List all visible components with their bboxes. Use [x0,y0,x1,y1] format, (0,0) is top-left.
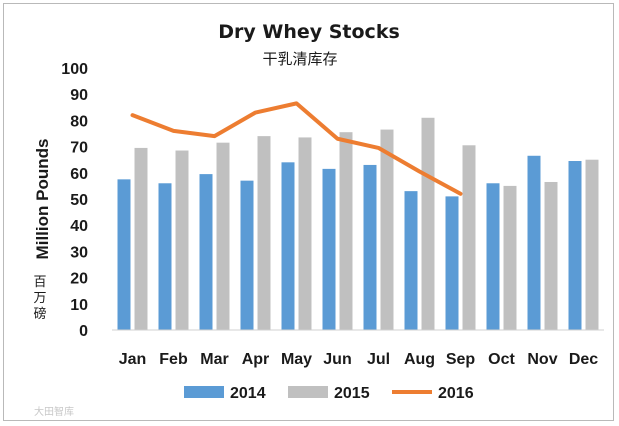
bar-2015-dec [585,159,599,330]
bar-2014-may [281,162,295,330]
legend-label-2016: 2016 [438,385,474,402]
bar-2014-jun [322,168,336,330]
legend-swatch-2015 [288,386,328,398]
y-axis-label-cn-char: 磅 [33,306,46,322]
x-axis-ticks: Jan Feb Mar Apr May Jun Jul Aug Sep Oct Nov Dec [119,351,599,368]
legend-swatch-2014 [184,386,224,398]
y-tick-label: 70 [70,140,88,157]
x-tick-label-apr: Apr [242,351,270,368]
bar-2015-aug [421,117,435,330]
x-tick-label-dec: Dec [569,351,598,368]
bar-2014-jan [117,179,131,330]
x-tick-label-jan: Jan [119,351,147,368]
bar-2015-oct [503,185,517,330]
line-series [130,101,463,196]
x-tick-label-feb: Feb [159,351,188,368]
x-tick-label-aug: Aug [404,351,435,368]
y-axis-label-cn-char: 百 [33,275,46,290]
x-tick-label-nov: Nov [527,351,557,368]
y-axis-ticks: 0 10 20 30 40 50 60 70 80 90 100 [61,61,88,340]
bar-2014-aug [404,191,418,330]
bar-2014-jul [363,164,377,330]
bar-2014-nov [527,155,541,330]
bar-2015-jan [134,147,148,330]
y-tick-label: 40 [70,218,88,235]
y-tick-label: 20 [70,271,88,288]
y-tick-label: 10 [70,297,88,314]
bar-2014-sep [445,196,459,330]
x-tick-label-may: May [281,351,312,368]
y-tick-label: 90 [70,87,88,104]
bar-2014-dec [568,161,582,330]
bar-2015-jul [380,129,394,330]
bar-2015-nov [544,181,558,330]
y-axis-label: Million Pounds [33,139,52,260]
y-tick-label: 80 [70,113,88,130]
bars [117,117,599,330]
bar-2015-sep [462,145,476,330]
legend: 2014 2015 2016 [184,385,474,402]
bar-2014-mar [199,174,213,330]
legend-label-2015: 2015 [334,385,370,402]
chart-frame: Dry Whey Stocks 干乳清库存 Million Pounds 百万磅… [3,3,614,421]
chart: Dry Whey Stocks 干乳清库存 Million Pounds 百万磅… [33,21,604,418]
bar-2015-may [298,137,312,330]
y-tick-label: 50 [70,192,88,209]
x-tick-label-jun: Jun [323,351,351,368]
x-tick-label-mar: Mar [200,351,228,368]
x-tick-label-jul: Jul [367,351,390,368]
bar-2014-apr [240,180,254,330]
bar-2015-jun [339,132,353,330]
watermark: 大田智库 [34,405,74,418]
y-axis-label-cn: 百万磅 [33,275,46,322]
x-tick-label-sep: Sep [446,351,476,368]
bar-2014-oct [486,183,500,330]
line-2016 [130,101,463,196]
bar-2015-apr [257,136,271,330]
legend-item-2016: 2016 [392,385,474,402]
y-tick-label: 0 [79,323,88,340]
chart-title: Dry Whey Stocks [218,21,400,43]
y-tick-label: 100 [61,61,88,78]
y-tick-label: 60 [70,166,88,183]
x-tick-label-oct: Oct [488,351,515,368]
legend-item-2015: 2015 [288,385,370,402]
legend-label-2014: 2014 [230,385,266,402]
bar-2015-mar [216,142,230,330]
y-axis-label-cn-char: 万 [33,291,46,306]
chart-subtitle: 干乳清库存 [262,50,337,68]
bar-2015-feb [175,150,189,330]
bar-2014-feb [158,183,172,330]
legend-item-2014: 2014 [184,385,266,402]
y-tick-label: 30 [70,244,88,261]
